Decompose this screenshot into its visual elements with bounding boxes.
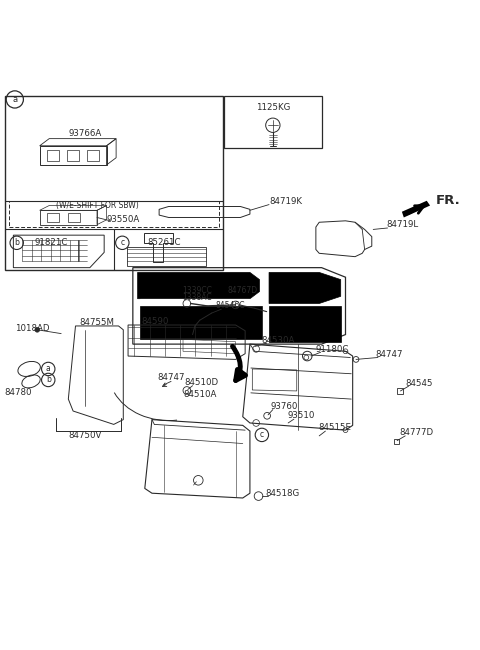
Text: a: a [12,95,17,104]
Text: b: b [46,376,51,384]
Text: 84546C: 84546C [215,302,245,311]
Polygon shape [402,201,430,218]
Text: (W/E-SHIFT FOR SBW): (W/E-SHIFT FOR SBW) [56,201,138,210]
Text: 84518G: 84518G [265,489,300,498]
Bar [397,388,403,394]
Text: 84755M: 84755M [80,318,115,327]
Text: 84590: 84590 [142,317,169,326]
Text: a: a [46,365,50,374]
Polygon shape [138,272,260,299]
Text: 1125KG: 1125KG [256,103,290,112]
FancyArrowPatch shape [232,346,246,380]
Text: 93510: 93510 [288,411,315,421]
Text: 84719K: 84719K [269,197,302,206]
Text: 84530A: 84530A [261,336,294,344]
Text: 1338AC: 1338AC [182,292,212,302]
Text: 84777D: 84777D [399,428,433,437]
Text: 93760: 93760 [271,402,298,411]
Text: 84747: 84747 [376,350,403,359]
Bar [127,246,206,266]
Text: 1339CC: 1339CC [182,285,212,294]
Circle shape [35,328,40,332]
Text: 84747: 84747 [157,373,185,382]
Text: 91821C: 91821C [35,239,68,247]
Text: 84719L: 84719L [387,220,419,229]
Text: FR.: FR. [436,194,461,207]
Bar [5,96,223,270]
Bar [9,201,219,227]
Text: 84545: 84545 [406,379,433,388]
Text: 84780: 84780 [4,388,32,397]
Text: 93550A: 93550A [107,215,140,224]
Text: 84515E: 84515E [319,423,351,432]
Text: 1018AD: 1018AD [15,324,49,333]
Text: 85261C: 85261C [147,239,180,247]
Text: 84510D: 84510D [184,378,218,387]
Text: 91180C: 91180C [316,345,349,354]
Text: c: c [260,430,264,439]
Text: 84510A: 84510A [183,390,216,399]
Text: b: b [14,239,19,247]
Text: c: c [120,239,124,247]
Text: 84750V: 84750V [68,432,102,440]
Bar [224,96,322,148]
Text: 84767D: 84767D [228,286,258,295]
Polygon shape [140,306,262,339]
Polygon shape [269,272,341,304]
Text: 93766A: 93766A [69,129,102,138]
Bar [394,439,399,443]
Polygon shape [269,306,341,342]
